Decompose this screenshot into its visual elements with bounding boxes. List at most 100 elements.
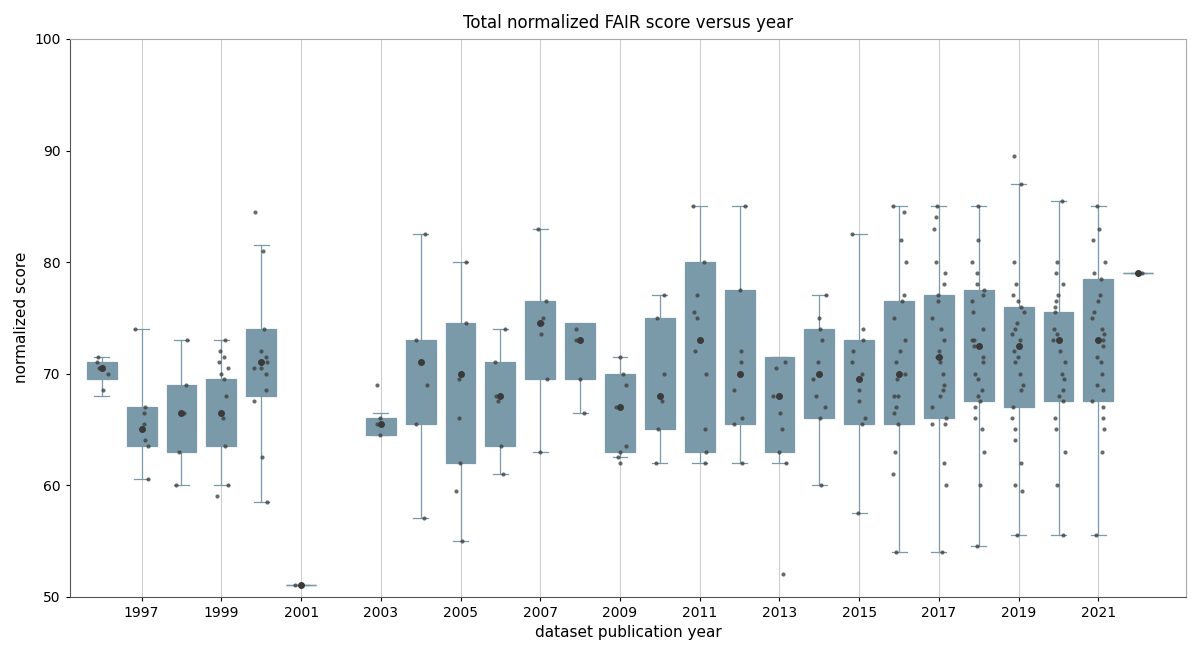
Point xyxy=(98,368,118,379)
PathPatch shape xyxy=(526,301,556,379)
Point xyxy=(964,341,983,351)
Point xyxy=(816,290,835,301)
Point xyxy=(935,279,954,290)
Point xyxy=(892,235,911,245)
Point xyxy=(966,402,985,412)
Point xyxy=(371,430,390,440)
Point xyxy=(1044,324,1063,334)
Point xyxy=(496,324,515,334)
Point xyxy=(611,458,630,468)
Point xyxy=(1055,446,1074,456)
Point xyxy=(696,446,715,456)
Point xyxy=(456,318,475,328)
Point xyxy=(1008,530,1027,540)
Point xyxy=(286,580,305,591)
Point xyxy=(848,508,868,518)
PathPatch shape xyxy=(1044,312,1074,402)
Point xyxy=(252,346,271,356)
Point xyxy=(970,396,989,407)
Point xyxy=(1008,352,1027,362)
Point xyxy=(1052,368,1072,379)
Point xyxy=(695,424,714,434)
Point xyxy=(252,363,271,373)
Point xyxy=(1055,374,1074,385)
PathPatch shape xyxy=(605,373,635,451)
Point xyxy=(407,419,426,429)
Point xyxy=(613,368,632,379)
Point xyxy=(964,307,983,317)
PathPatch shape xyxy=(644,318,674,429)
Point xyxy=(1004,257,1024,267)
Point xyxy=(929,346,948,356)
Point xyxy=(256,352,275,362)
Point xyxy=(575,407,594,418)
Point xyxy=(134,419,154,429)
PathPatch shape xyxy=(206,379,236,446)
Point xyxy=(414,513,433,524)
Point xyxy=(1013,379,1032,390)
Point xyxy=(451,458,470,468)
PathPatch shape xyxy=(406,340,436,424)
Point xyxy=(1045,413,1064,423)
Point xyxy=(1085,268,1104,279)
Point xyxy=(928,296,947,306)
PathPatch shape xyxy=(246,329,276,396)
Point xyxy=(1007,279,1026,290)
Point xyxy=(486,357,505,368)
Point xyxy=(775,357,794,368)
Point xyxy=(257,496,276,507)
Point xyxy=(415,229,434,239)
Point xyxy=(1093,341,1112,351)
Point xyxy=(566,335,586,345)
Point xyxy=(1093,335,1112,345)
Point xyxy=(810,413,829,423)
Point xyxy=(1054,530,1073,540)
Point xyxy=(1094,329,1114,339)
Point xyxy=(932,547,952,557)
PathPatch shape xyxy=(964,290,994,402)
Point xyxy=(1094,424,1114,434)
Point xyxy=(530,446,550,456)
Point xyxy=(648,313,667,323)
Point xyxy=(136,402,155,412)
Point xyxy=(725,385,744,396)
Point xyxy=(1006,357,1025,368)
Point xyxy=(888,419,907,429)
Point xyxy=(449,413,468,423)
Point xyxy=(1048,257,1067,267)
Point xyxy=(1087,530,1106,540)
Point xyxy=(895,368,914,379)
Point xyxy=(486,390,505,401)
Point xyxy=(1082,396,1102,407)
Point xyxy=(1093,413,1112,423)
Point xyxy=(608,452,628,462)
Point xyxy=(844,346,863,356)
Point xyxy=(935,419,954,429)
Point xyxy=(139,474,158,485)
Point xyxy=(926,257,946,267)
Point xyxy=(922,402,941,412)
PathPatch shape xyxy=(486,362,515,446)
Point xyxy=(256,368,275,379)
PathPatch shape xyxy=(565,323,595,379)
Point xyxy=(685,346,704,356)
Point xyxy=(974,446,994,456)
Point xyxy=(884,390,904,401)
Point xyxy=(962,257,982,267)
Point xyxy=(488,396,508,407)
Point xyxy=(924,223,943,233)
PathPatch shape xyxy=(884,301,914,424)
Point xyxy=(806,390,826,401)
Point xyxy=(1092,273,1111,284)
Point xyxy=(890,346,910,356)
Point xyxy=(532,329,551,339)
Point xyxy=(688,313,707,323)
Point xyxy=(367,379,386,390)
Point xyxy=(538,374,557,385)
Point xyxy=(883,201,902,211)
Point xyxy=(930,357,949,368)
PathPatch shape xyxy=(445,323,475,463)
Point xyxy=(773,569,792,579)
Point xyxy=(94,385,113,396)
Point xyxy=(842,357,862,368)
